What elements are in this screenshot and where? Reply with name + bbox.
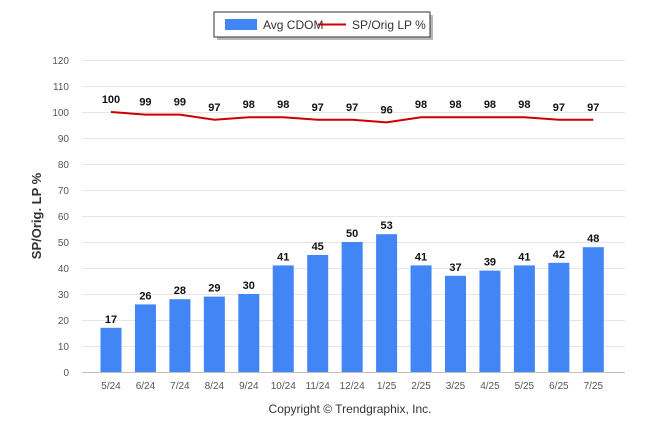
line-data-label: 97 [312, 102, 324, 114]
bar-data-label: 39 [484, 257, 496, 269]
y-axis-title: SP/Orig. LP % [29, 172, 44, 259]
x-tick-label: 1/25 [377, 381, 397, 392]
line-sp-orig-lp [110, 111, 594, 124]
bar-avg-cdom [513, 265, 535, 372]
y-tick-label: 20 [58, 316, 70, 327]
line-data-label: 97 [553, 102, 565, 114]
x-tick-label: 12/24 [340, 381, 365, 392]
bar-data-label: 41 [518, 251, 530, 263]
y-tick-label: 10 [58, 342, 70, 353]
bar-avg-cdom [582, 247, 604, 372]
bar-series-avg-cdom: 17 26 28 29 30 41 45 50 53 41 37 39 41 42 48 [100, 220, 604, 372]
line-data-label: 99 [174, 97, 186, 109]
bar-data-label: 28 [174, 285, 186, 297]
bar-avg-cdom [100, 327, 122, 372]
line-series-sp-orig-lp: 100 99 99 97 98 98 97 97 96 98 98 98 98 97 97 [102, 94, 599, 124]
bar-avg-cdom [272, 265, 294, 372]
bar-data-label: 26 [139, 290, 151, 302]
x-tick-label: 3/25 [446, 381, 466, 392]
x-tick-label: 5/24 [101, 381, 121, 392]
line-data-label: 98 [277, 99, 289, 111]
legend-label-avg-cdom: Avg CDOM [263, 18, 323, 32]
y-tick-label: 80 [58, 160, 70, 171]
line-data-label: 98 [415, 99, 427, 111]
line-data-label: 99 [139, 97, 151, 109]
line-data-label: 97 [587, 102, 599, 114]
copyright-footer: Copyright © Trendgraphix, Inc. [269, 402, 432, 416]
y-tick-label: 100 [52, 108, 69, 119]
legend: Avg CDOM SP/Orig LP % [213, 11, 433, 40]
line-data-label: 98 [518, 99, 530, 111]
bar-data-label: 17 [105, 314, 117, 326]
x-tick-label: 11/24 [306, 381, 331, 392]
x-tick-labels: 5/24 6/24 7/24 8/24 9/24 10/24 11/24 12/24 1/25 2… [101, 381, 603, 392]
x-tick-label: 7/25 [584, 381, 604, 392]
y-tick-label: 70 [58, 186, 70, 197]
line-data-label: 96 [380, 104, 392, 116]
x-tick-label: 2/25 [411, 381, 431, 392]
x-tick-label: 6/25 [549, 381, 569, 392]
bar-avg-cdom [445, 275, 466, 372]
bar-avg-cdom [479, 270, 501, 372]
legend-label-sp-orig-lp: SP/Orig LP % [352, 18, 426, 32]
bar-data-label: 42 [553, 249, 565, 261]
y-tick-label: 60 [58, 212, 70, 223]
line-data-label: 100 [102, 94, 120, 106]
bar-data-label: 29 [208, 283, 220, 295]
y-tick-label: 30 [58, 290, 70, 301]
bar-data-label: 41 [415, 251, 427, 263]
bar-data-label: 50 [346, 228, 358, 240]
y-tick-label: 0 [63, 368, 69, 379]
bar-data-label: 48 [587, 233, 599, 245]
y-tick-label: 50 [58, 238, 70, 249]
bar-avg-cdom [203, 296, 225, 372]
bar-data-label: 53 [380, 220, 392, 232]
bar-avg-cdom [548, 262, 570, 372]
line-data-label: 98 [449, 99, 461, 111]
bar-data-label: 45 [312, 241, 324, 253]
legend-swatch-avg-cdom [225, 19, 257, 30]
bar-avg-cdom [238, 294, 260, 372]
bar-avg-cdom [341, 242, 363, 372]
x-tick-label: 7/24 [170, 381, 190, 392]
x-tick-label: 8/24 [205, 381, 225, 392]
line-data-label: 98 [484, 99, 496, 111]
bar-avg-cdom [169, 299, 191, 372]
line-data-label: 98 [243, 99, 255, 111]
x-tick-label: 6/24 [136, 381, 156, 392]
bar-avg-cdom [410, 265, 432, 372]
x-tick-label: 5/25 [515, 381, 535, 392]
line-data-label: 97 [208, 102, 220, 114]
bar-data-label: 37 [449, 262, 461, 274]
x-tick-label: 9/24 [239, 381, 259, 392]
bar-data-label: 30 [243, 280, 255, 292]
bar-avg-cdom [307, 255, 329, 372]
x-tick-label: 4/25 [480, 381, 500, 392]
x-tick-label: 10/24 [271, 381, 296, 392]
y-tick-labels: 0 10 20 30 40 50 60 70 80 90 100 110 120 [52, 56, 69, 379]
y-tick-label: 90 [58, 134, 70, 145]
bar-avg-cdom [376, 234, 398, 372]
y-tick-label: 40 [58, 264, 70, 275]
y-tick-label: 110 [53, 82, 69, 93]
y-tick-label: 120 [52, 56, 69, 67]
bar-avg-cdom [134, 304, 156, 372]
line-data-label: 97 [346, 102, 358, 114]
bar-data-label: 41 [277, 251, 289, 263]
